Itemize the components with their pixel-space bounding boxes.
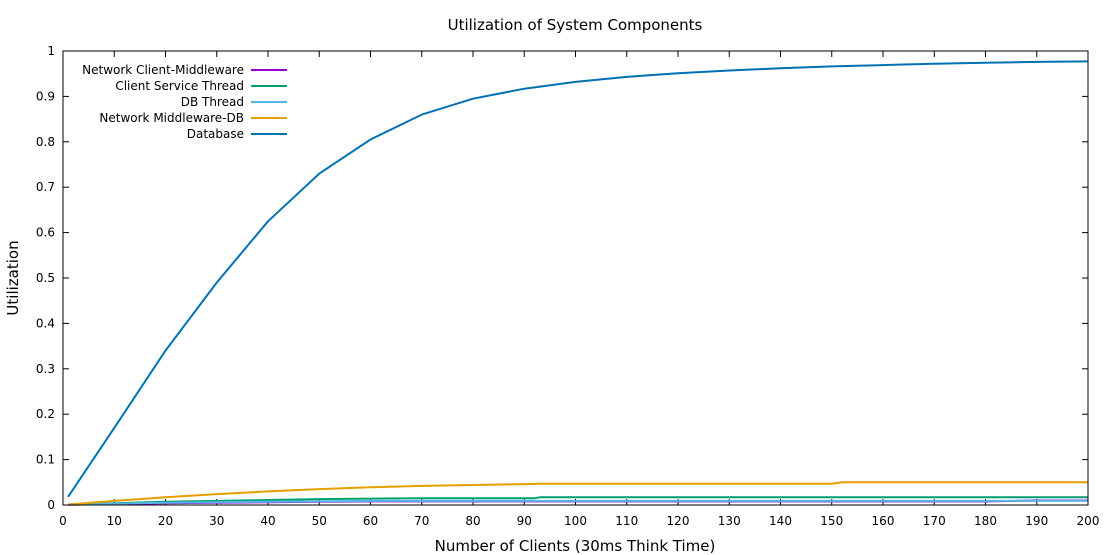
x-tick-label: 40 xyxy=(260,514,275,528)
x-tick-label: 110 xyxy=(615,514,638,528)
series-line-db-thread xyxy=(68,499,1088,506)
legend-label-network-client-middleware: Network Client-Middleware xyxy=(82,63,244,77)
y-tick-label: 0.8 xyxy=(36,135,55,149)
y-tick-label: 0.4 xyxy=(36,316,55,330)
y-tick-label: 0.2 xyxy=(36,407,55,421)
legend-label-network-middleware-db: Network Middleware-DB xyxy=(99,111,244,125)
legend-label-database: Database xyxy=(187,127,244,141)
x-tick-label: 0 xyxy=(59,514,67,528)
series-line-database xyxy=(67,60,1089,498)
x-tick-label: 170 xyxy=(923,514,946,528)
x-tick-label: 150 xyxy=(820,514,843,528)
y-axis-label: Utilization xyxy=(4,240,22,315)
y-tick-label: 0.1 xyxy=(36,453,55,467)
x-tick-label: 50 xyxy=(312,514,327,528)
x-tick-label: 130 xyxy=(718,514,741,528)
x-tick-label: 60 xyxy=(363,514,378,528)
x-tick-label: 100 xyxy=(564,514,587,528)
axis-ticks: 0 10 20 30 40 50 60 70 80 90 100 110 120 130 140 150 160… xyxy=(36,44,1100,528)
y-tick-label: 1 xyxy=(47,44,55,58)
x-tick-label: 20 xyxy=(158,514,173,528)
x-tick-label: 30 xyxy=(209,514,224,528)
chart-title: Utilization of System Components xyxy=(448,16,703,34)
legend-label-db-thread: DB Thread xyxy=(181,95,244,109)
y-tick-label: 0.3 xyxy=(36,362,55,376)
x-tick-label: 180 xyxy=(974,514,997,528)
x-tick-label: 120 xyxy=(667,514,690,528)
x-tick-label: 80 xyxy=(465,514,480,528)
x-axis-label: Number of Clients (30ms Think Time) xyxy=(435,537,716,555)
plot-frame xyxy=(62,50,1089,506)
legend-label-client-service-thread: Client Service Thread xyxy=(115,79,244,93)
y-tick-label: 0 xyxy=(47,498,55,512)
y-tick-label: 0.6 xyxy=(36,226,55,240)
x-tick-label: 10 xyxy=(107,514,122,528)
y-tick-label: 0.5 xyxy=(36,271,55,285)
x-tick-label: 70 xyxy=(414,514,429,528)
y-tick-label: 0.7 xyxy=(36,180,55,194)
x-tick-label: 200 xyxy=(1077,514,1100,528)
x-tick-label: 90 xyxy=(517,514,532,528)
x-tick-label: 160 xyxy=(872,514,895,528)
legend: Network Client-Middleware Client Service … xyxy=(82,63,287,141)
series-line-network-middleware-db xyxy=(68,481,1088,506)
x-tick-label: 140 xyxy=(769,514,792,528)
series-lines xyxy=(67,60,1089,506)
y-tick-label: 0.9 xyxy=(36,89,55,103)
x-tick-label: 190 xyxy=(1025,514,1048,528)
series-line-client-service-thread xyxy=(68,496,1088,506)
